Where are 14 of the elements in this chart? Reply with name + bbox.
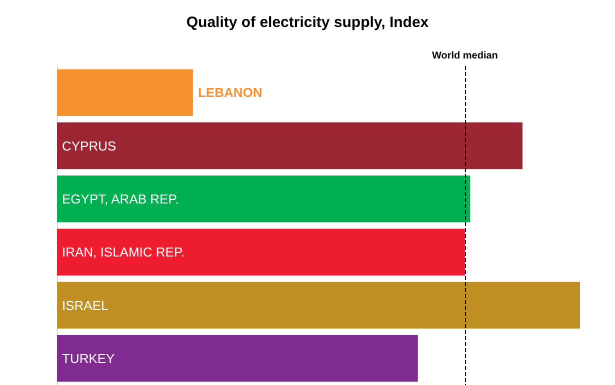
ref-line-label: World median xyxy=(432,50,498,62)
chart-title: Quality of electricity supply, Index xyxy=(186,14,430,31)
y-tick-label: ISRAEL xyxy=(62,298,108,313)
y-tick-label: EGYPT, ARAB REP. xyxy=(62,191,179,206)
bar xyxy=(57,228,465,276)
y-tick-label: CYPRUS xyxy=(62,138,117,154)
bar xyxy=(57,335,418,382)
bar xyxy=(57,122,522,170)
bar xyxy=(57,176,470,222)
bar xyxy=(57,282,580,329)
y-tick-label: TURKEY xyxy=(62,350,116,366)
bar xyxy=(57,69,193,116)
y-tick-label: IRAN, ISLAMIC REP. xyxy=(62,244,185,260)
y-tick-label: LEBANON xyxy=(198,85,262,100)
